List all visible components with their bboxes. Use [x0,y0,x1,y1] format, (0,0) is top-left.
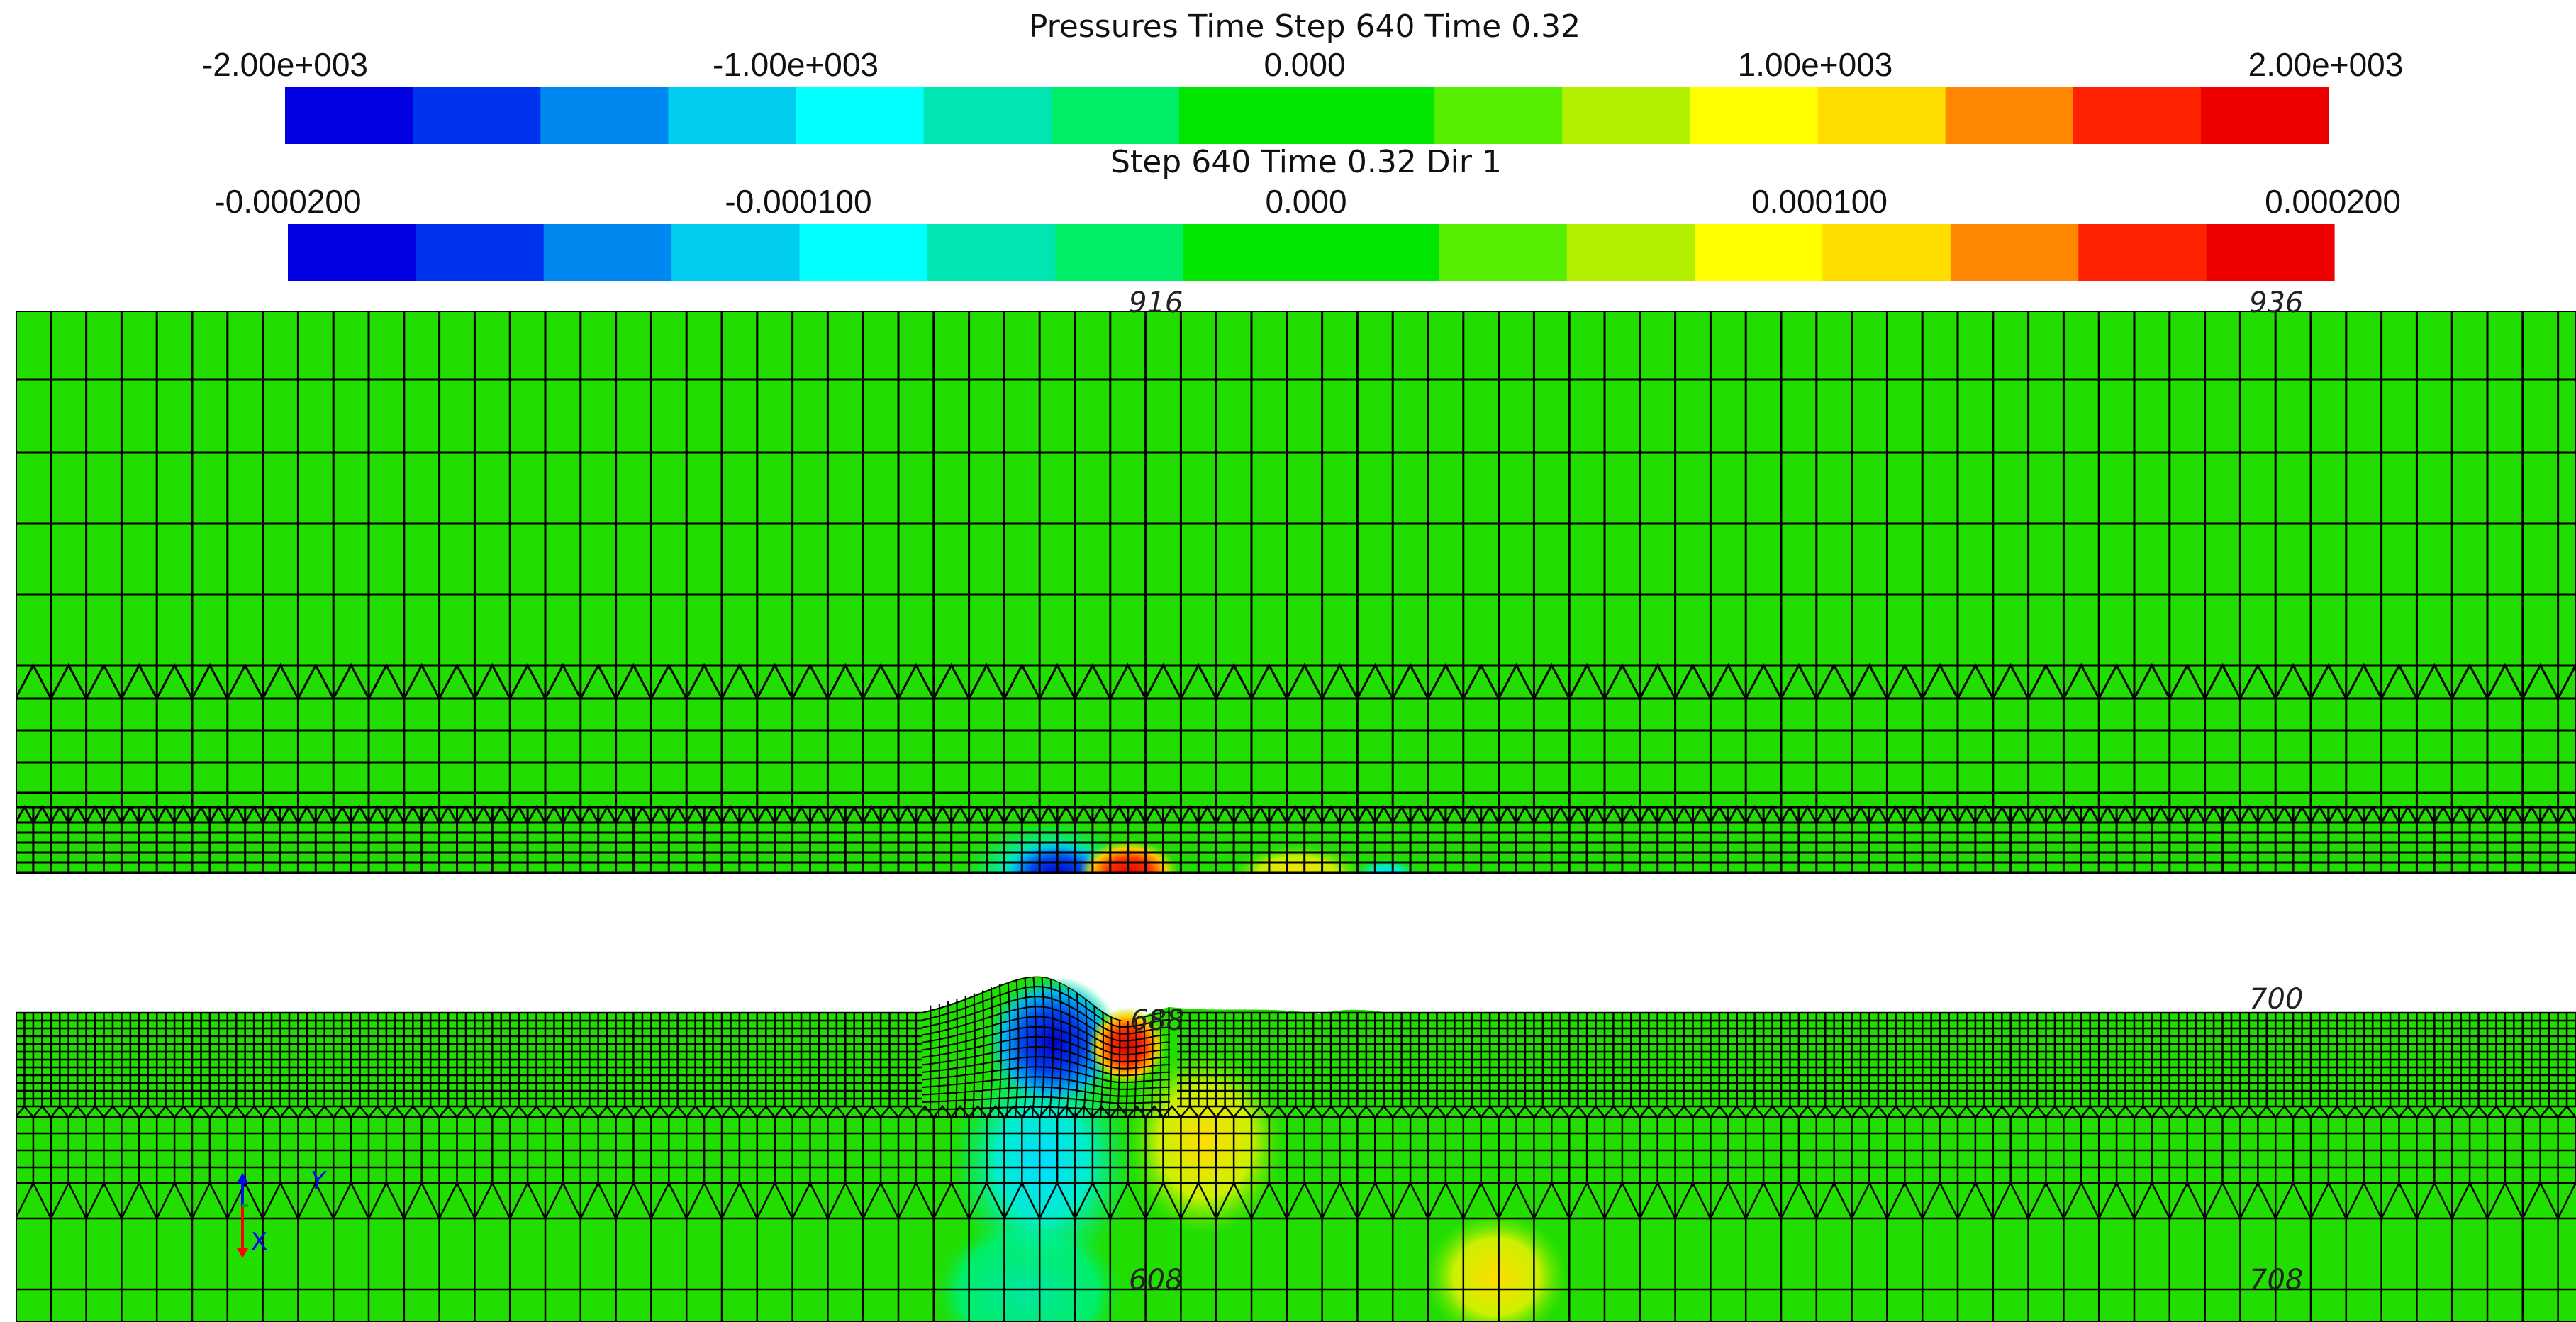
colorbar-bin [1055,224,1184,281]
node-label: 936 [2249,287,2303,319]
colorbar-bin [668,87,797,144]
y-axis-label: Y [311,1167,327,1195]
colorbar-bin [1183,224,1312,281]
pressure-colorbar-title: Pressures Time Step 640 Time 0.32 [1029,9,1580,45]
contour-yellow-lower [1425,1213,1567,1322]
top-mesh-grid [16,311,2576,874]
pressure-colorbar-ticks: -2.00e+003 -1.00e+003 0.000 1.00e+003 2.… [202,46,2403,83]
colorbar-bin [416,224,545,281]
node-label: 700 [2249,983,2303,1016]
colorbar-bin [2073,87,2202,144]
bulge-mesh-grid [922,976,1170,1118]
colorbar-bin [799,224,928,281]
colorbar-bin [2200,87,2329,144]
colorbar-bin [1695,224,1824,281]
colorbar-bin [1307,87,1435,144]
x-axis-label: X [251,1228,267,1256]
colorbar-bin [543,224,672,281]
x-axis-arrowhead [237,1248,248,1258]
colorbar-bin [1311,224,1439,281]
top-mesh-view: 916 936 [16,287,2576,874]
node-label: 688 [1130,1004,1184,1037]
colorbar-bin [1051,87,1180,144]
displacement-tick: -0.000100 [725,183,871,220]
pressure-colorbar: Pressures Time Step 640 Time 0.32 -2.00e… [202,9,2403,144]
colorbar-bin [2206,224,2335,281]
colorbar-bin [1950,224,2079,281]
bottom-mesh-grid [16,1011,2576,1322]
displacement-tick: 0.000100 [1751,183,1888,220]
pressure-colorbar-bins [285,87,2329,144]
colorbar-bin [2078,224,2207,281]
colorbar-bin [923,87,1052,144]
node-label: 916 [1129,287,1183,319]
colorbar-bin [540,87,669,144]
pressure-tick: 0.000 [1264,46,1345,83]
displacement-colorbar: Step 640 Time 0.32 Dir 1 -0.000200 -0.00… [214,144,2401,281]
axis-triad: X Y [237,1167,327,1258]
displacement-colorbar-ticks: -0.000200 -0.000100 0.000 0.000100 0.000… [214,183,2401,220]
colorbar-bin [1439,224,1568,281]
colorbar-bin [1566,224,1695,281]
colorbar-bin [1562,87,1690,144]
bottom-mesh-lines [16,1011,2576,1322]
pressure-tick: 2.00e+003 [2248,46,2404,83]
colorbar-bin [1178,87,1307,144]
bottom-field-background [16,976,2576,1322]
top-field-background [16,311,2576,874]
top-mesh-lines [16,311,2576,874]
node-label: 608 [1129,1264,1183,1296]
node-label: 708 [2249,1264,2303,1296]
colorbar-bin [1822,224,1951,281]
colorbar-bin [288,224,416,281]
colorbar-bin [796,87,925,144]
colorbar-bin [671,224,801,281]
colorbar-bin [413,87,541,144]
displacement-colorbar-title: Step 640 Time 0.32 Dir 1 [1110,144,1502,180]
displacement-tick: -0.000200 [214,183,361,220]
bottom-mesh-view: 688 700 608 708 [16,976,2576,1322]
colorbar-bin [927,224,1056,281]
pressure-tick: -2.00e+003 [202,46,368,83]
colorbar-bin [1434,87,1563,144]
displacement-colorbar-bins [288,224,2335,281]
colorbar-bin [285,87,413,144]
colorbar-bin [1945,87,2074,144]
pressure-tick: 1.00e+003 [1738,46,1893,83]
colorbar-bin [1817,87,1946,144]
pressure-tick: -1.00e+003 [713,46,879,83]
displacement-tick: 0.000 [1265,183,1346,220]
colorbar-bin [1690,87,1819,144]
displacement-tick: 0.000200 [2265,183,2401,220]
bulge-mesh-lines [922,976,1170,1118]
z-axis-arrowhead [237,1173,248,1183]
